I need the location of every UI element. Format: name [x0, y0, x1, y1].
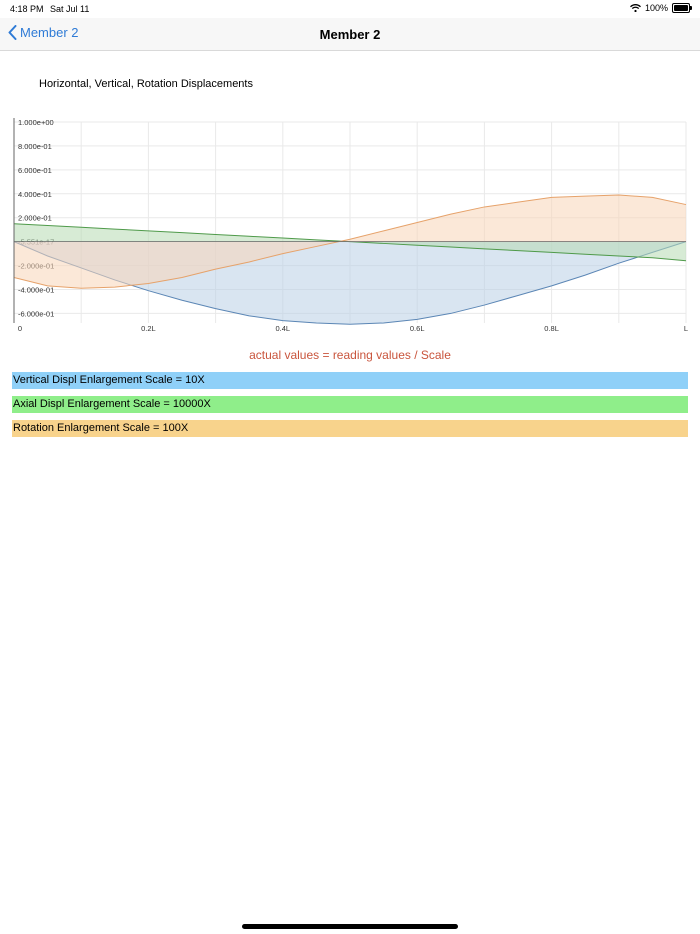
status-date: Sat Jul 11 — [50, 4, 90, 14]
x-tick-label: 0.6L — [410, 324, 425, 333]
status-bar: 4:18 PM Sat Jul 11 100% — [0, 0, 700, 18]
page-title: Member 2 — [319, 27, 381, 42]
x-tick-label: 0.2L — [141, 324, 156, 333]
x-tick-label: 0.8L — [544, 324, 559, 333]
x-tick-label: L — [684, 324, 688, 333]
scale-note: actual values = reading values / Scale — [249, 348, 451, 362]
series-line-2 — [13, 194, 687, 289]
legend-axial-displ: Axial Displ Enlargement Scale = 10000X — [12, 396, 688, 413]
x-tick-label: 0.4L — [275, 324, 290, 333]
status-right: 100% — [630, 3, 692, 13]
x-tick-label: 0 — [18, 324, 22, 333]
y-tick-label: -4.000e-01 — [18, 286, 54, 295]
legend-vertical-displ: Vertical Displ Enlargement Scale = 10X — [12, 372, 688, 389]
battery-percent: 100% — [644, 3, 668, 13]
navigation-bar: Member 2 Member 2 — [0, 18, 700, 51]
status-time: 4:18 PM — [10, 4, 44, 14]
series-area-2 — [14, 194, 686, 289]
y-tick-label: 2.000e-01 — [18, 214, 52, 223]
chart-title: Horizontal, Vertical, Rotation Displacem… — [39, 78, 253, 90]
back-button-label: Member 2 — [20, 25, 79, 40]
y-tick-label: 8.000e-01 — [18, 142, 52, 151]
home-indicator — [242, 924, 458, 929]
legend-rotation: Rotation Enlargement Scale = 100X — [12, 420, 688, 437]
wifi-icon — [630, 4, 641, 12]
displacement-chart: 1.000e+00 8.000e-01 6.000e-01 4.000e-01 2.00… — [13, 118, 688, 333]
battery-fill — [674, 5, 688, 11]
y-tick-label: 6.000e-01 — [18, 166, 52, 175]
y-tick-label: -6.000e-01 — [18, 309, 54, 318]
chevron-left-icon — [8, 25, 17, 40]
battery-icon — [672, 3, 692, 13]
back-button[interactable]: Member 2 — [8, 25, 79, 40]
y-tick-label: 1.000e+00 — [18, 118, 54, 127]
y-tick-label: 4.000e-01 — [18, 190, 52, 199]
